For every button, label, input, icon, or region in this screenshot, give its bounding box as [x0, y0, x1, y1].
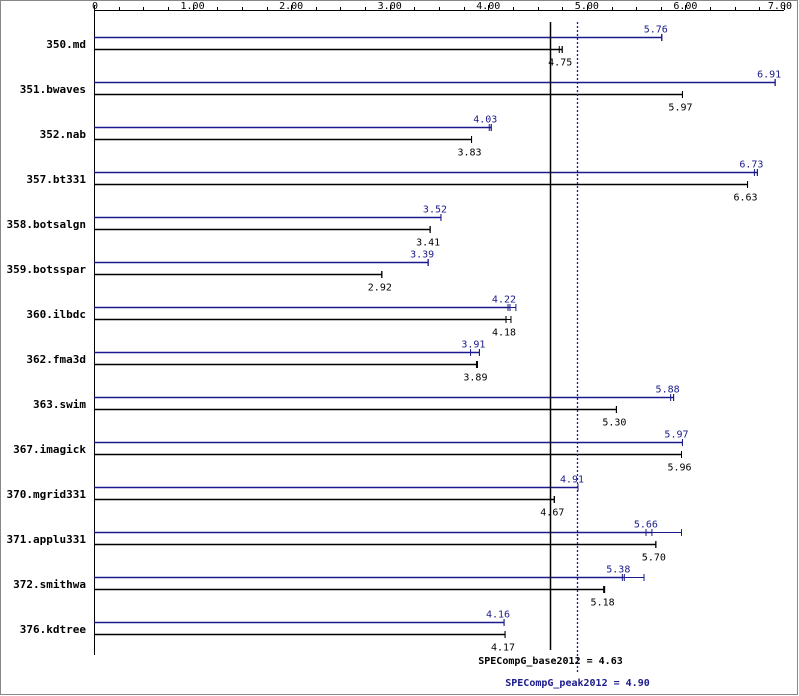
benchmark-label: 359.botsspar — [7, 263, 87, 276]
x-tick-label: 5.00 — [575, 1, 599, 12]
benchmark-row: 376.kdtree 4.16 4.17 — [20, 610, 515, 654]
base-value-label: 4.67 — [540, 508, 564, 519]
benchmark-label: 357.bt331 — [26, 173, 86, 186]
base-reference-label: SPECompG_base2012 = 4.63 — [478, 656, 623, 667]
base-value-label: 5.30 — [602, 418, 626, 429]
x-tick-label: 7.00 — [768, 1, 792, 12]
peak-value-label: 3.39 — [410, 250, 434, 261]
base-value-label: 5.18 — [591, 598, 615, 609]
benchmark-row: 360.ilbdc 4.22 4.18 — [26, 295, 517, 339]
peak-value-label: 6.73 — [739, 160, 763, 171]
benchmark-row: 363.swim 5.88 5.30 — [33, 385, 680, 429]
base-value-label: 5.96 — [667, 463, 691, 474]
benchmark-row: 351.bwaves 6.91 5.97 — [20, 70, 781, 114]
x-tick-label: 0 — [92, 1, 98, 12]
benchmark-label: 352.nab — [40, 128, 87, 141]
peak-value-label: 3.52 — [423, 205, 447, 216]
peak-value-label: 4.22 — [492, 295, 516, 306]
base-value-label: 4.75 — [548, 58, 572, 69]
benchmark-row: 352.nab 4.03 3.83 — [40, 115, 498, 159]
x-axis: 0 1.00 2.00 3.00 4.00 5.00 6.00 7.00 — [92, 1, 792, 12]
peak-value-label: 5.88 — [656, 385, 680, 396]
benchmark-row: 359.botsspar 3.39 2.92 — [7, 250, 435, 294]
x-tick-label: 4.00 — [476, 1, 500, 12]
x-tick-label: 2.00 — [279, 1, 303, 12]
peak-value-label: 5.38 — [606, 565, 630, 576]
reference-lines: SPECompG_base2012 = 4.63 SPECompG_peak201… — [478, 22, 650, 689]
base-value-label: 4.18 — [492, 328, 516, 339]
peak-value-label: 4.16 — [486, 610, 510, 621]
peak-value-label: 3.91 — [461, 340, 485, 351]
benchmark-label: 370.mgrid331 — [7, 488, 87, 501]
peak-value-label: 4.91 — [560, 475, 584, 486]
base-value-label: 4.17 — [491, 643, 515, 654]
x-tick-label: 1.00 — [181, 1, 205, 12]
benchmark-label: 360.ilbdc — [26, 308, 86, 321]
benchmark-row: 372.smithwa 5.38 5.18 — [13, 565, 645, 609]
base-value-label: 2.92 — [368, 283, 392, 294]
base-value-label: 3.89 — [463, 373, 487, 384]
peak-reference-label: SPECompG_peak2012 = 4.90 — [505, 678, 650, 689]
base-value-label: 3.41 — [416, 238, 440, 249]
peak-value-label: 5.97 — [664, 430, 688, 441]
bar-series: 350.md 5.76 4.75 351.bwaves 6.91 5.97 352.nab 4… — [7, 25, 782, 654]
peak-value-label: 5.66 — [634, 520, 658, 531]
benchmark-row: 371.applu331 5.66 5.70 — [7, 520, 682, 564]
base-value-label: 5.70 — [642, 553, 666, 564]
x-tick-label: 3.00 — [378, 1, 402, 12]
benchmark-label: 367.imagick — [13, 443, 86, 456]
benchmark-label: 372.smithwa — [13, 578, 86, 591]
base-value-label: 6.63 — [733, 193, 757, 204]
benchmark-label: 358.botsalgn — [7, 218, 86, 231]
peak-value-label: 6.91 — [757, 70, 781, 81]
benchmark-row: 367.imagick 5.97 5.96 — [13, 430, 691, 474]
benchmark-row: 358.botsalgn 3.52 3.41 — [7, 205, 448, 249]
x-tick-label: 6.00 — [673, 1, 697, 12]
benchmark-row: 350.md 5.76 4.75 — [46, 25, 668, 69]
benchmark-label: 363.swim — [33, 398, 86, 411]
peak-value-label: 5.76 — [644, 25, 668, 36]
benchmark-label: 362.fma3d — [26, 353, 86, 366]
benchmark-label: 350.md — [46, 38, 86, 51]
benchmark-row: 362.fma3d 3.91 3.89 — [26, 340, 487, 384]
benchmark-label: 376.kdtree — [20, 623, 87, 636]
benchmark-row: 370.mgrid331 4.91 4.67 — [7, 475, 585, 519]
benchmark-row: 357.bt331 6.73 6.63 — [26, 160, 763, 204]
base-value-label: 3.83 — [457, 148, 481, 159]
peak-value-label: 4.03 — [473, 115, 497, 126]
benchmark-label: 371.applu331 — [7, 533, 87, 546]
benchmark-label: 351.bwaves — [20, 83, 86, 96]
base-value-label: 5.97 — [668, 103, 692, 114]
